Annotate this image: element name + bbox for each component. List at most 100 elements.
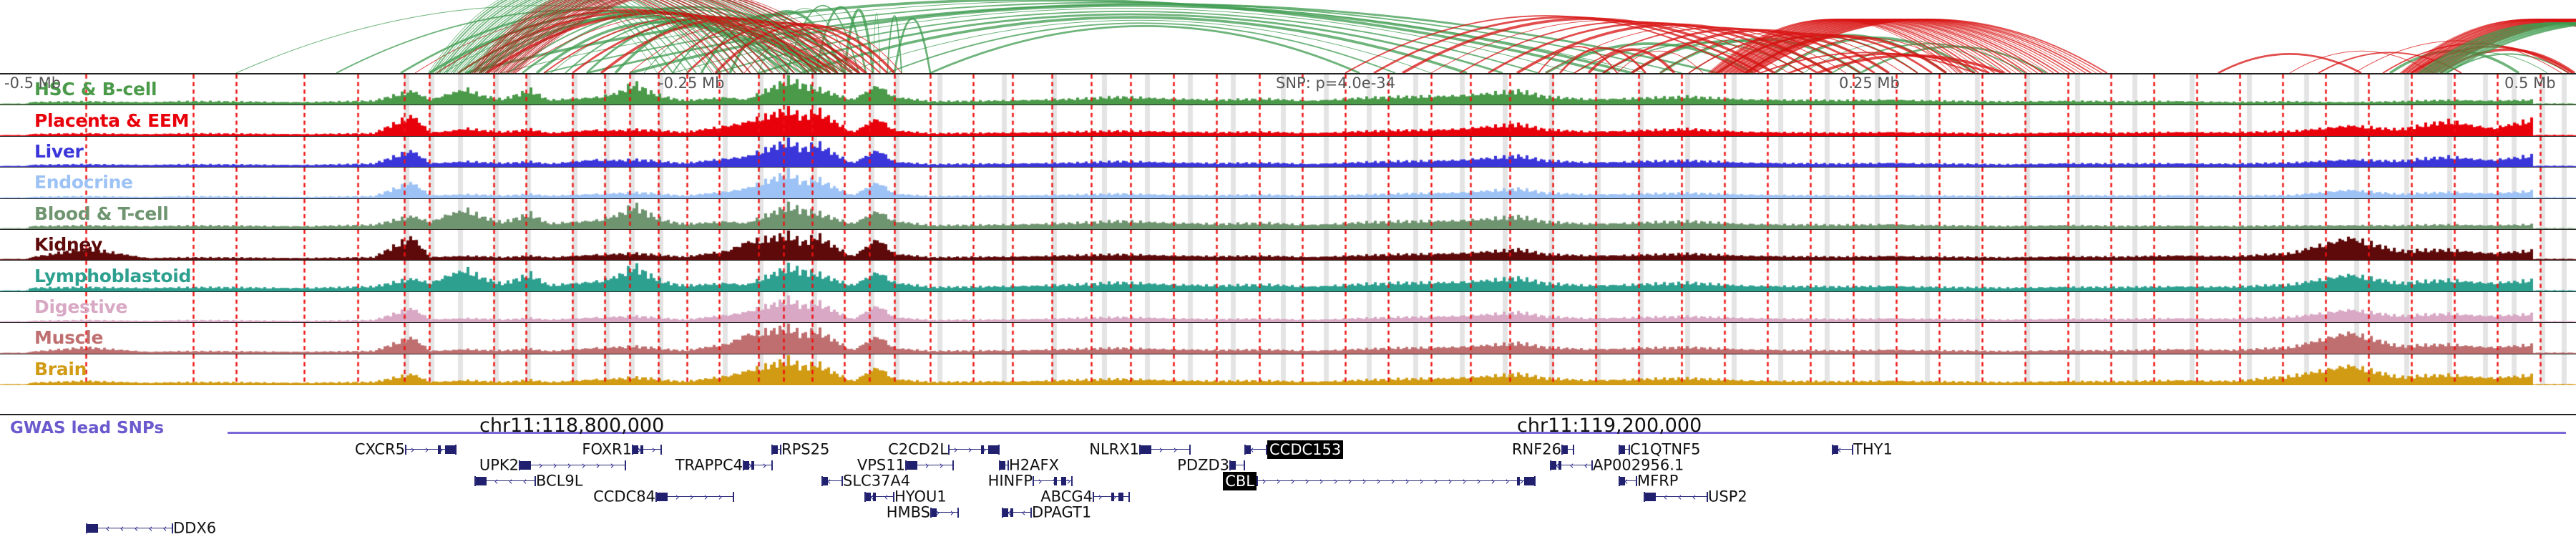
gene-hinfp[interactable]: HINFP››› <box>988 473 1073 488</box>
gene-upk2[interactable]: UPK2››››››› <box>479 458 626 473</box>
gene-usp2[interactable]: ‹‹‹‹USP2 <box>1644 489 1747 504</box>
gene-h2afx[interactable]: H2AFX <box>999 458 1059 473</box>
gene-label: PDZD3 <box>1177 456 1229 474</box>
interaction-arc-bundle <box>434 0 681 73</box>
gene-trappc4[interactable]: TRAPPC4 › › <box>675 458 773 473</box>
interaction-arc-bundle <box>491 0 788 73</box>
gene-strand-arrow: › <box>1433 474 1438 488</box>
signal-track-muscle[interactable]: Muscle <box>0 323 2576 354</box>
signal-track-kidney[interactable]: Kidney <box>0 229 2576 261</box>
gene-end-cap <box>1619 475 1620 486</box>
gene-end-cap <box>998 444 1000 455</box>
gene-body <box>1561 444 1574 455</box>
gene-intron-line <box>930 511 959 513</box>
gene-bcl9l[interactable]: ‹‹‹‹BCL9L <box>474 473 582 488</box>
gene-end-cap <box>660 444 662 455</box>
gene-strand-arrow: › <box>1304 474 1309 488</box>
interaction-arc-bundle <box>2444 24 2576 73</box>
gene-end-cap <box>519 460 520 470</box>
interaction-arc-green <box>1802 40 2004 73</box>
signal-track-digestive[interactable]: Digestive <box>0 291 2576 324</box>
interaction-arc-red <box>629 19 874 73</box>
gene-strand-arrow: › <box>439 442 444 456</box>
gene-body <box>1619 444 1630 455</box>
gene-nlrx1[interactable]: NLRX1››› <box>1089 440 1191 458</box>
gene-intron-line <box>821 480 843 482</box>
gene-label: HMBS <box>886 503 930 521</box>
gene-intron-line <box>743 464 773 466</box>
gene-intron-line <box>1257 480 1536 482</box>
gene-label: AP002956.1 <box>1593 456 1684 474</box>
gene-exon <box>823 476 828 485</box>
gene-end-cap <box>535 475 536 486</box>
signal-track-liver[interactable]: Liver <box>0 136 2576 168</box>
gene-pdzd3[interactable]: PDZD3 <box>1177 456 1245 474</box>
gene-end-cap <box>1189 444 1191 455</box>
gene-label: HYOU1 <box>894 488 947 505</box>
gene-rnf26[interactable]: RNF26 <box>1512 442 1574 457</box>
gene-hmbs[interactable]: HMBS › › <box>886 503 959 521</box>
signal-track-brain[interactable]: Brain <box>0 354 2576 385</box>
signal-track-placenta-eem[interactable]: Placenta & EEM <box>0 105 2576 137</box>
gene-exon <box>1551 460 1556 470</box>
gene-strand-arrow: ‹ <box>508 474 513 488</box>
track-signal-canvas <box>0 136 2576 168</box>
interaction-arc-bundle <box>430 0 666 73</box>
gene-rps25[interactable]: RPS25 <box>771 442 829 457</box>
gene-ddx6[interactable]: ‹‹‹‹‹‹DDX6 <box>86 521 216 536</box>
gene-intron-line <box>1244 448 1267 450</box>
gene-hyou1[interactable]: ‹ ‹ HYOU1 <box>864 488 947 505</box>
track-signal-canvas <box>0 261 2576 291</box>
gene-strand-arrow: › <box>1098 490 1103 503</box>
gene-foxr1[interactable]: FOXR1 › › <box>582 442 662 457</box>
gene-c2cd2l[interactable]: C2CD2L › › › <box>888 442 1000 457</box>
signal-track-blood-t-cell[interactable]: Blood & T-cell <box>0 198 2576 230</box>
gene-slc37a4[interactable]: ‹ SLC37A4 <box>821 473 910 488</box>
gene-c1qtnf5[interactable]: C1QTNF5 <box>1619 442 1701 457</box>
gene-strand-arrow: › <box>1519 474 1524 488</box>
gene-body: ››› <box>905 460 954 470</box>
gene-end-cap <box>905 460 907 470</box>
interaction-arc-bundle <box>502 0 824 73</box>
interaction-arc-bundle <box>480 0 751 73</box>
gene-mfrp[interactable]: ‹ MFRP <box>1619 473 1678 488</box>
gene-end-cap <box>999 460 1000 470</box>
gene-ccdc153[interactable]: ‹ CCDC153 <box>1244 440 1344 459</box>
gene-annotation-panel: CXCR5›››FOXR1››RPS25C2CD2L›››NLRX1›››‹CC… <box>0 440 2576 537</box>
gene-strand-arrow: › <box>1376 474 1381 488</box>
gene-strand-arrow: › <box>637 442 642 456</box>
gene-body: › › <box>632 442 662 456</box>
gene-label: NLRX1 <box>1089 440 1139 458</box>
gene-cbl[interactable]: CBL › › › › › › › › › › › › › › › › › › › <box>1223 471 1536 490</box>
interaction-arc-red <box>1587 48 1676 73</box>
interaction-arc-red <box>1574 26 1861 73</box>
interaction-arc-red <box>1760 52 1976 73</box>
gene-strand-arrow: ‹ <box>826 474 831 488</box>
gene-body: ‹ ‹ ‹ <box>1550 460 1593 470</box>
signal-track-lymphoblastoid[interactable]: Lymphoblastoid <box>0 261 2576 292</box>
gene-exon <box>988 445 999 454</box>
interaction-arc-bundle <box>436 0 689 73</box>
gene-label: CCDC84 <box>593 488 655 505</box>
gene-intron-line <box>1033 480 1073 482</box>
gene-vps11[interactable]: VPS11››› <box>857 458 954 473</box>
interaction-arc-bundle <box>2431 22 2576 73</box>
gene-ccdc84[interactable]: CCDC84››››› <box>593 488 734 505</box>
interaction-arc-red <box>1345 15 1747 73</box>
gene-body: ‹‹‹‹ <box>1644 491 1708 502</box>
gene-thy1[interactable]: ‹ THY1 <box>1832 442 1893 457</box>
interaction-arc-bundle <box>2441 23 2576 73</box>
gene-end-cap <box>771 460 773 470</box>
interaction-arc-green <box>843 9 874 73</box>
gene-cxcr5[interactable]: CXCR5 › › › <box>355 442 457 457</box>
interaction-arc-green <box>844 19 1432 73</box>
gene-exon <box>438 445 441 454</box>
signal-track-hsc-b-cell[interactable]: HSC & B-cell <box>0 74 2576 106</box>
interaction-arc-green <box>887 22 1396 73</box>
gene-body: ‹‹‹‹ <box>474 474 536 488</box>
signal-track-endocrine[interactable]: Endocrine <box>0 168 2576 199</box>
gene-end-cap <box>1244 444 1246 455</box>
gene-dpagt1[interactable]: ‹ ‹ DPAGT1 <box>1002 505 1091 520</box>
gene-abcg4[interactable]: ABCG4 › › <box>1040 489 1130 504</box>
gene-ap002956-1[interactable]: ‹ ‹ ‹ AP002956.1 <box>1550 456 1684 474</box>
